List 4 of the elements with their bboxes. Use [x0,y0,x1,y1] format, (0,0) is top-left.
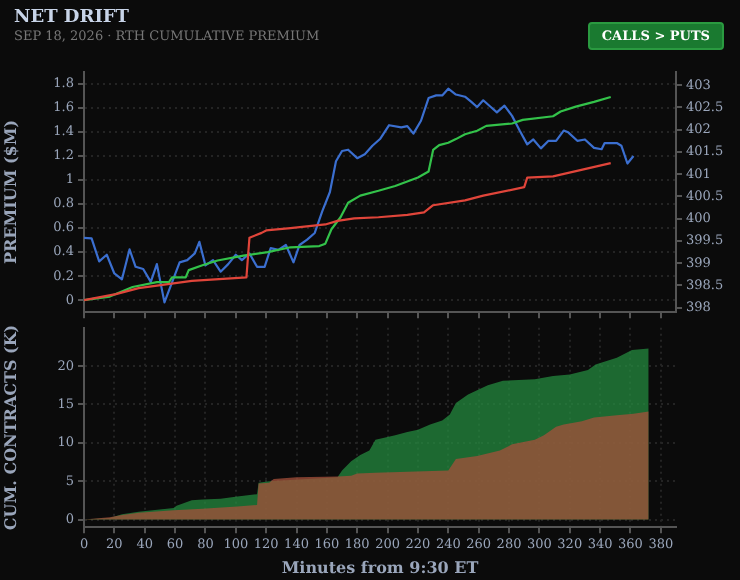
x-axis-title: Minutes from 9:30 ET [281,556,479,577]
y-axis-title: PREMIUM ($M) [0,119,20,264]
chart-title: NET DRIFT [14,8,129,28]
y-axis-title: CUM. CONTRACTS (K) [0,324,20,531]
